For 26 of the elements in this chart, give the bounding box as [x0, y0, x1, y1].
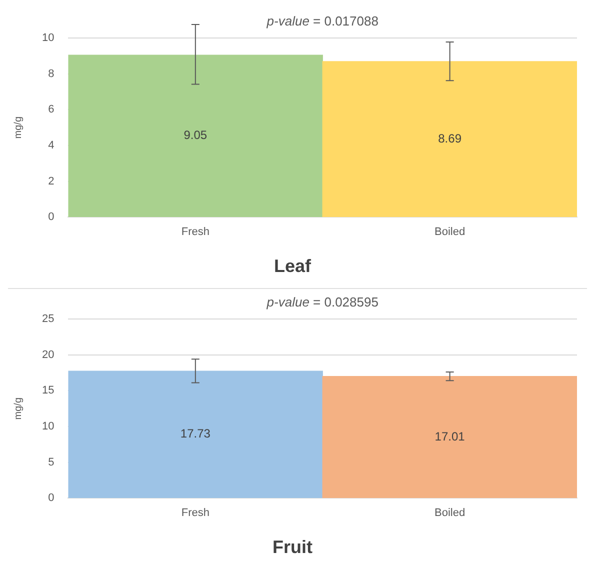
x-tick-label: Boiled: [434, 226, 466, 238]
y-tick-label: 0: [48, 492, 54, 504]
data-label: 17.73: [180, 426, 211, 441]
x-tick-label: Boiled: [434, 506, 466, 519]
x-tick-label: Fresh: [181, 226, 210, 238]
y-axis-title: mg/g: [12, 397, 24, 420]
y-tick-label: 5: [48, 456, 54, 468]
text: Leaf: [274, 256, 312, 276]
y-tick-label: 10: [42, 32, 54, 44]
data-label: 8.69: [438, 131, 462, 146]
y-tick-label: 25: [42, 313, 54, 326]
y-tick-label: 15: [42, 384, 54, 397]
data-label: 17.01: [434, 429, 466, 444]
text: Fruit: [272, 537, 312, 558]
x-tick-label: Fresh: [181, 506, 210, 519]
y-tick-label: 10: [42, 420, 54, 433]
y-tick-label: 2: [48, 175, 54, 188]
y-tick-label: 0: [48, 211, 54, 224]
text: p-value = 0.028595: [266, 294, 378, 310]
y-axis-title: mg/g: [12, 116, 24, 139]
y-tick-label: 20: [42, 348, 54, 361]
text: p-value = 0.017088: [266, 14, 378, 29]
y-tick-label: 4: [48, 140, 54, 152]
y-tick-label: 8: [48, 68, 54, 80]
data-label: 9.05: [184, 128, 208, 142]
y-tick-label: 6: [48, 104, 54, 116]
